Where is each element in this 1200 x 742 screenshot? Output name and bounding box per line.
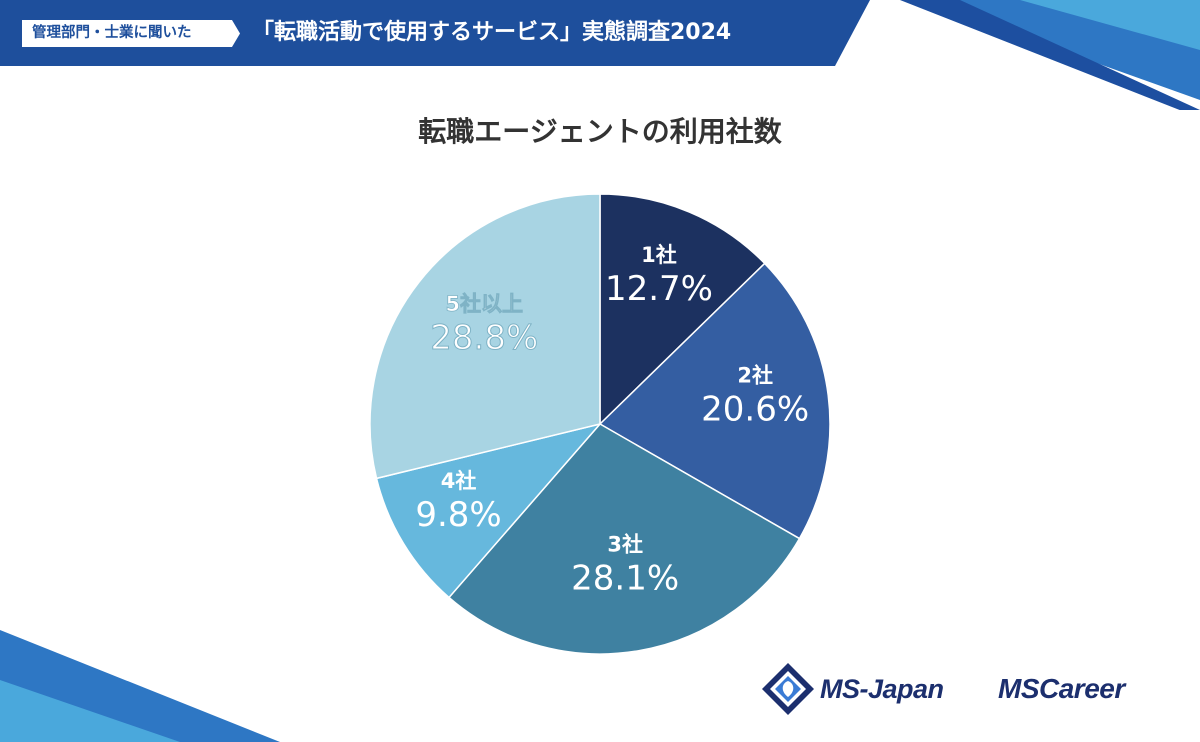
header-banner: 管理部門・士業に聞いた 「転職活動で使用するサービス」実態調査2024 [0,0,870,66]
slice-label-1: 1社 [641,243,677,267]
pie-slice-1 [599,193,766,426]
survey-tag: 管理部門・士業に聞いた [22,20,240,47]
ms-career-text: MSCareer [998,673,1125,704]
slice-label-2: 2社 [737,363,773,387]
slice-label-5: 5社以上 [445,292,523,316]
ms-japan-logo: MS-Japan [760,663,944,715]
slice-value-1: 12.7% [605,269,713,309]
slice-value-2: 20.6% [701,389,809,429]
pie-slice-5 [369,193,601,480]
chart-title: 転職エージェントの利用社数 [418,115,782,148]
bottom-left-decoration [0,630,280,742]
top-right-decoration [900,0,1200,110]
slice-value-4: 9.8% [415,495,501,535]
pie-slice-2 [598,262,831,540]
survey-title: 「転職活動で使用するサービス」実態調査2024 [252,20,732,45]
slice-value-3: 28.1% [571,559,679,599]
ms-japan-diamond-icon [762,663,814,715]
ms-career-logo: MSCareer [998,664,1125,714]
pie-slice-4 [375,422,603,599]
pie-slice-3 [447,423,801,655]
ms-japan-text: MS-Japan [820,673,944,704]
slice-label-4: 4社 [441,469,477,493]
slice-value-5: 28.8% [430,318,538,358]
slice-label-3: 3社 [607,533,643,557]
